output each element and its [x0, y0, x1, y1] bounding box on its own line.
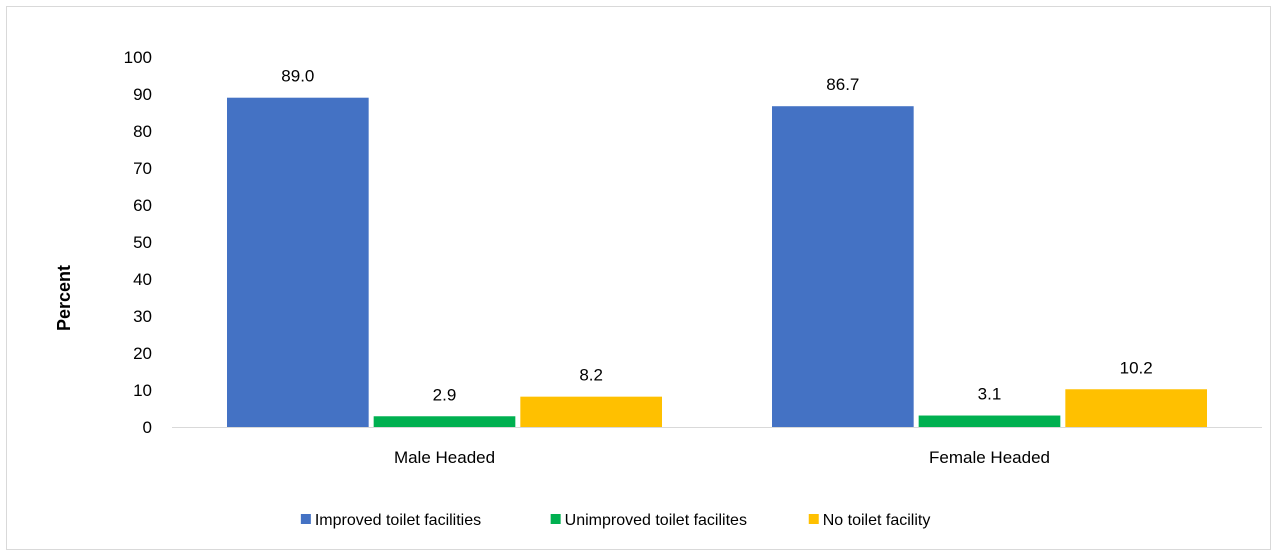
y-tick-label: 80	[133, 122, 152, 141]
y-axis: 0 10 20 30 40 50 60 70 80 90 100	[124, 48, 152, 437]
x-axis: Male Headed Female Headed	[172, 427, 1262, 467]
y-tick-label: 20	[133, 344, 152, 363]
data-label: 10.2	[1120, 358, 1153, 377]
data-label: 8.2	[579, 366, 603, 385]
y-tick-label: 60	[133, 196, 152, 215]
y-tick-label: 90	[133, 85, 152, 104]
legend-swatch	[808, 514, 819, 524]
data-label: 86.7	[826, 75, 859, 94]
y-tick-label: 10	[133, 381, 152, 400]
legend-label: Unimproved toilet facilites	[565, 512, 747, 529]
y-tick-label: 70	[133, 159, 152, 178]
data-label: 89.0	[281, 67, 314, 86]
chart-frame	[6, 6, 1271, 550]
y-axis-title: Percent	[54, 265, 74, 331]
bar	[227, 97, 369, 427]
y-tick-label: 30	[133, 307, 152, 326]
bar	[772, 106, 914, 428]
bars	[227, 97, 1207, 428]
legend-label: Improved toilet facilities	[315, 512, 481, 529]
y-tick-label: 100	[124, 48, 152, 67]
data-label: 3.1	[978, 385, 1002, 404]
bar	[520, 396, 662, 427]
data-labels: 89.0 86.7 2.9 3.1 8.2 10.2	[281, 67, 1152, 405]
bar	[1065, 389, 1207, 427]
legend: Improved toilet facilities Unimproved toi…	[300, 512, 931, 529]
bar	[918, 415, 1061, 427]
y-tick-label: 40	[133, 270, 152, 289]
legend-swatch	[300, 514, 311, 524]
y-tick-label: 50	[133, 233, 152, 252]
data-label: 2.9	[433, 385, 457, 404]
bar	[373, 416, 516, 427]
legend-swatch	[550, 514, 561, 524]
y-tick-label: 0	[143, 418, 152, 437]
legend-label: No toilet facility	[823, 512, 931, 529]
x-tick-label: Female Headed	[929, 448, 1050, 467]
x-tick-label: Male Headed	[394, 448, 495, 467]
